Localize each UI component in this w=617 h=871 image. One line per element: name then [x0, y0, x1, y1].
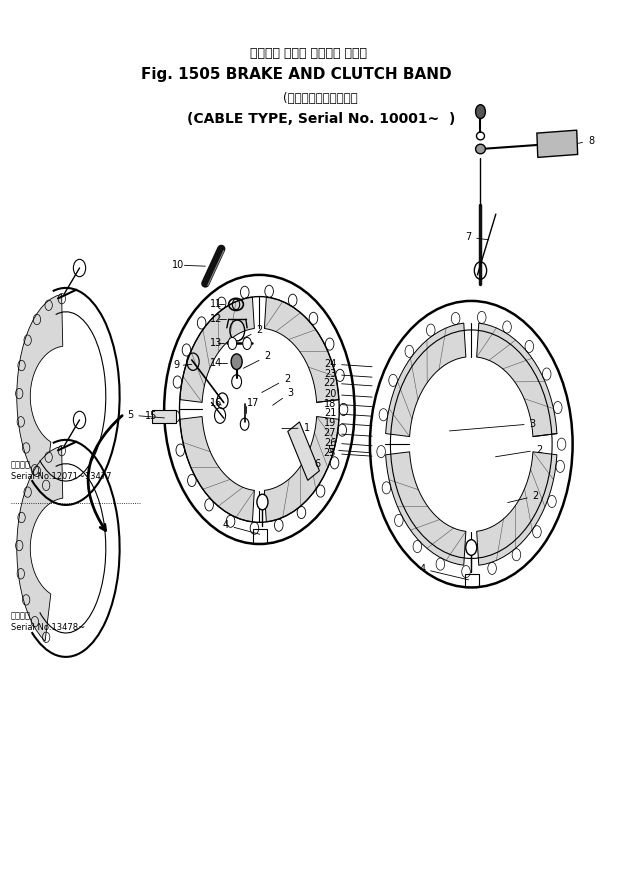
Text: 9: 9 — [173, 361, 180, 370]
Polygon shape — [537, 130, 578, 158]
Circle shape — [228, 337, 237, 349]
Text: 27: 27 — [324, 429, 372, 438]
Text: 17: 17 — [247, 398, 260, 408]
Polygon shape — [17, 446, 63, 641]
Text: 7: 7 — [465, 233, 489, 242]
Text: 4: 4 — [419, 564, 468, 580]
Text: 2: 2 — [244, 351, 270, 368]
Text: 16: 16 — [210, 398, 223, 408]
Text: 5: 5 — [327, 445, 370, 455]
Circle shape — [476, 105, 486, 118]
Text: Serial No.12071~13477: Serial No.12071~13477 — [10, 472, 111, 481]
Polygon shape — [477, 452, 557, 565]
Text: 13: 13 — [210, 339, 223, 348]
Text: 18: 18 — [324, 399, 372, 408]
FancyBboxPatch shape — [253, 529, 267, 543]
Text: 14: 14 — [210, 358, 223, 368]
Text: 2: 2 — [495, 445, 542, 456]
Text: 22: 22 — [324, 378, 372, 388]
Text: Serial No.13478~: Serial No.13478~ — [10, 623, 85, 631]
Polygon shape — [264, 416, 339, 522]
Text: 21: 21 — [324, 408, 372, 418]
Polygon shape — [477, 323, 557, 436]
Text: 2: 2 — [239, 325, 263, 341]
Text: 3: 3 — [449, 419, 536, 431]
FancyBboxPatch shape — [465, 573, 479, 587]
Polygon shape — [180, 297, 254, 402]
Circle shape — [257, 494, 268, 510]
Text: (CABLE TYPE, Serial No. 10001~  ): (CABLE TYPE, Serial No. 10001~ ) — [186, 112, 455, 126]
Circle shape — [242, 337, 251, 349]
Text: 3: 3 — [273, 388, 294, 405]
Text: 適用番号: 適用番号 — [10, 461, 31, 469]
Polygon shape — [152, 410, 176, 423]
Text: 11: 11 — [210, 300, 223, 309]
Text: 5: 5 — [127, 410, 165, 420]
Text: 2: 2 — [262, 374, 290, 393]
Polygon shape — [386, 452, 466, 565]
Text: 26: 26 — [324, 438, 372, 448]
Circle shape — [466, 540, 477, 556]
Text: 8: 8 — [578, 136, 594, 145]
Polygon shape — [386, 323, 466, 436]
Polygon shape — [264, 297, 339, 402]
Polygon shape — [288, 422, 320, 480]
Text: 1: 1 — [282, 423, 310, 433]
Text: 15: 15 — [144, 411, 157, 422]
Text: 適用番号: 適用番号 — [10, 611, 31, 621]
Circle shape — [231, 354, 242, 369]
Text: 25: 25 — [324, 449, 372, 458]
Text: 24: 24 — [324, 359, 372, 369]
Text: (ケーブル式、適用番号: (ケーブル式、適用番号 — [283, 92, 358, 105]
Text: ブレーキ および クラッチ バンド: ブレーキ および クラッチ バンド — [250, 47, 367, 60]
Text: 12: 12 — [210, 314, 223, 324]
Text: 6: 6 — [315, 459, 321, 469]
Text: 2: 2 — [508, 491, 539, 503]
Text: Fig. 1505 BRAKE AND CLUTCH BAND: Fig. 1505 BRAKE AND CLUTCH BAND — [141, 67, 452, 82]
Polygon shape — [17, 294, 63, 490]
Text: 19: 19 — [324, 418, 372, 428]
Ellipse shape — [476, 145, 486, 154]
Text: 4: 4 — [223, 520, 260, 534]
Text: 10: 10 — [172, 260, 184, 270]
Text: 20: 20 — [324, 389, 372, 399]
Text: 23: 23 — [324, 369, 372, 380]
Polygon shape — [180, 416, 254, 522]
